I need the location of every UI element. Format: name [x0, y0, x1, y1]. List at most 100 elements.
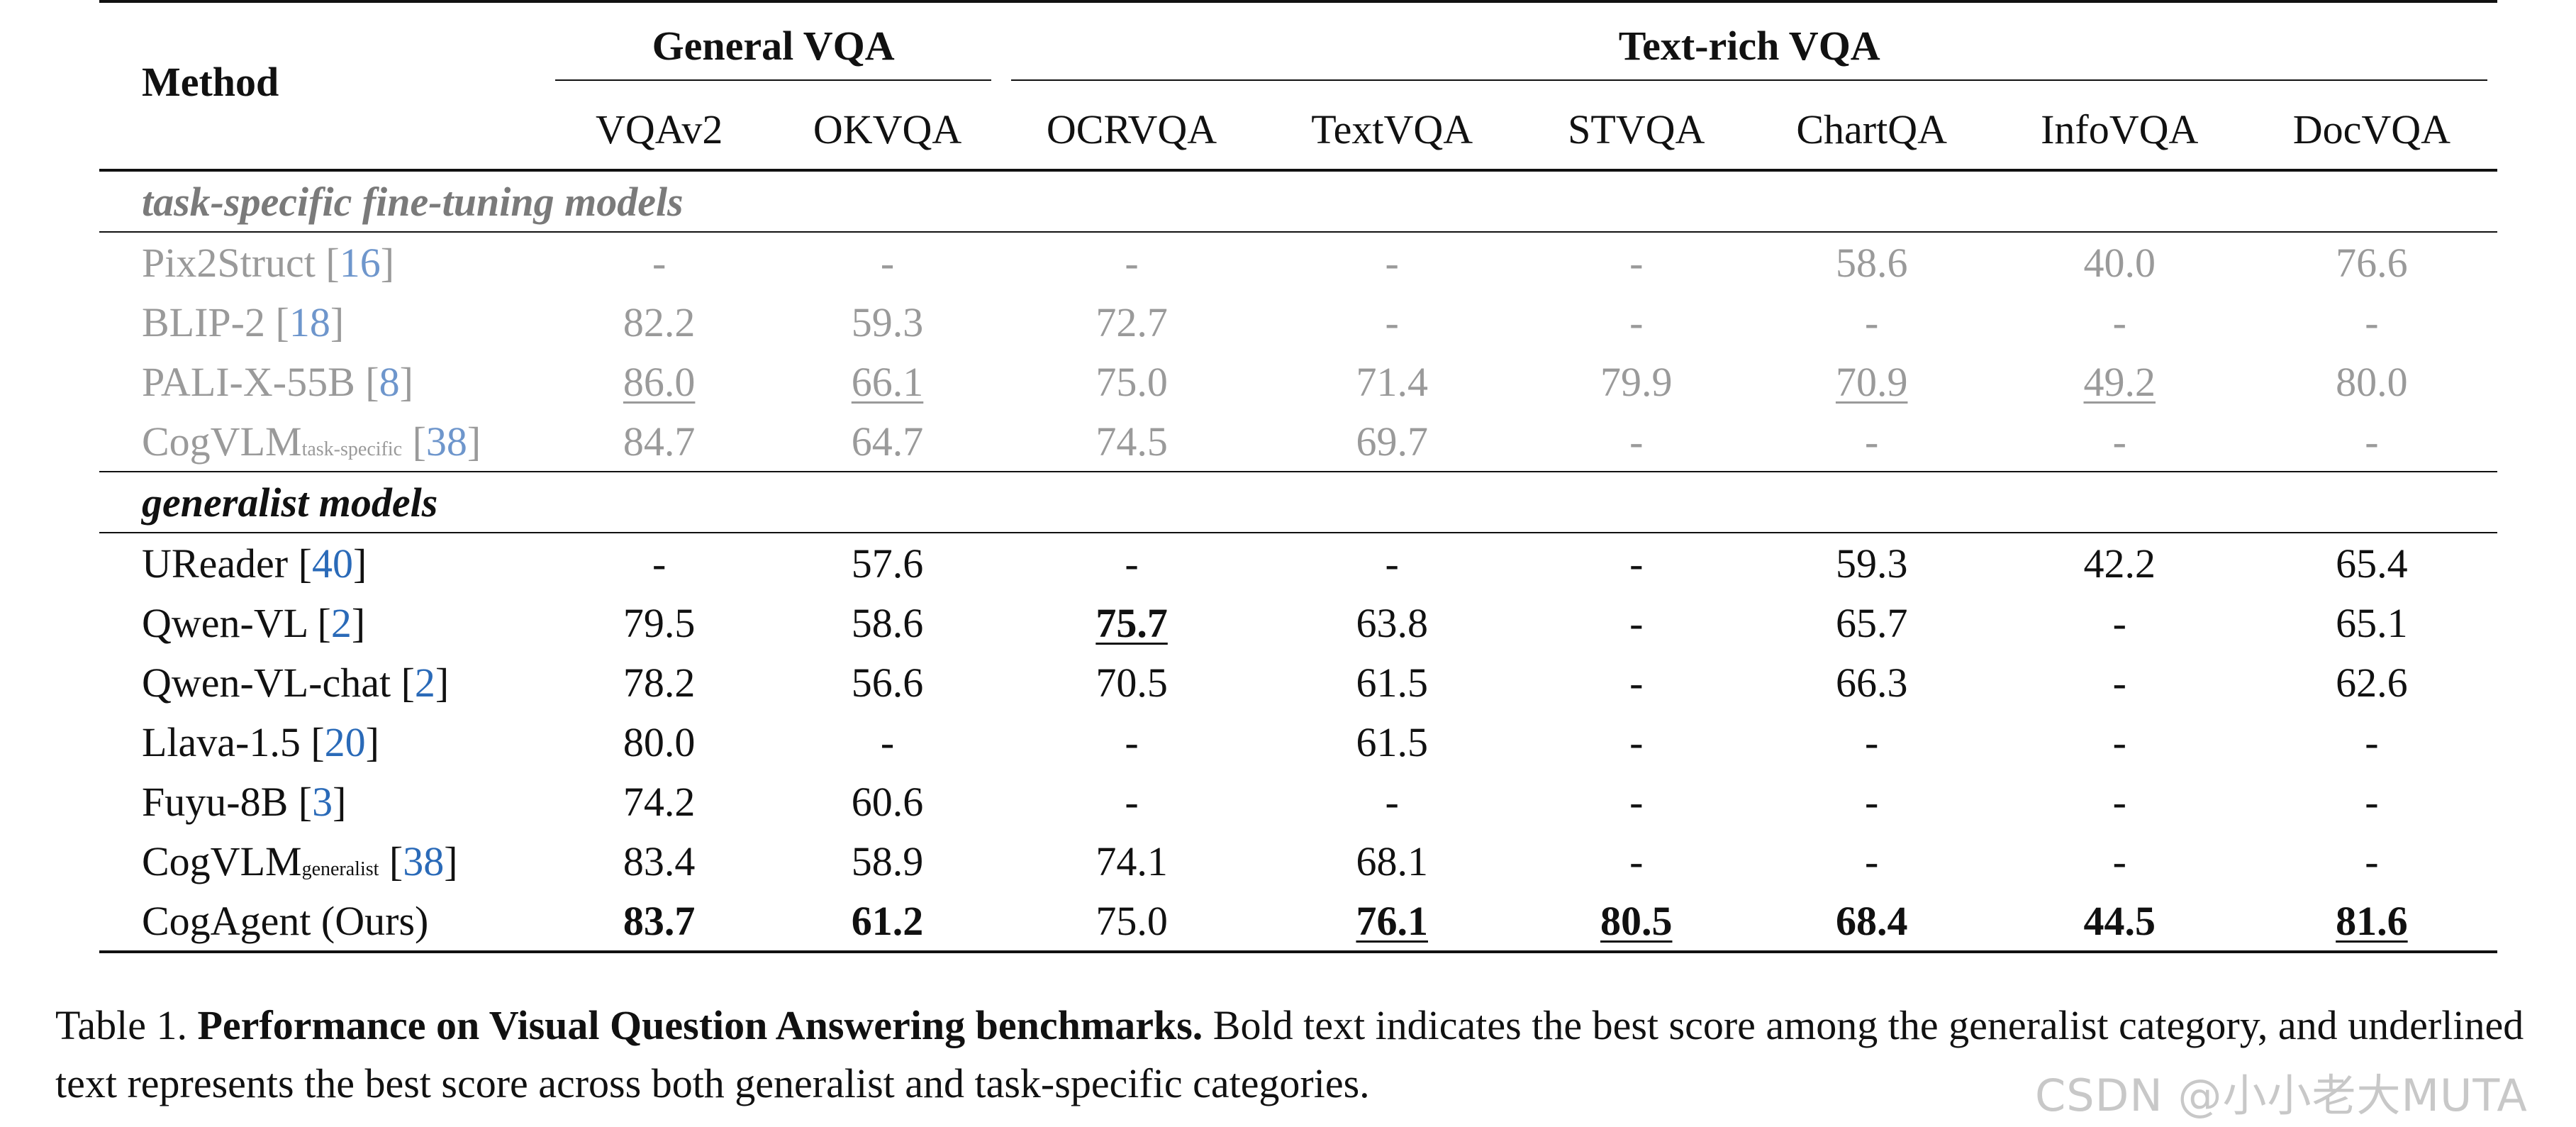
column-header: OCRVQA [1001, 89, 1262, 172]
score-cell: - [1993, 593, 2246, 653]
score-cell: 56.6 [774, 653, 1002, 712]
score-value: - [2365, 418, 2379, 465]
score-value: - [1865, 778, 1879, 825]
column-header: OKVQA [773, 89, 1002, 172]
method-name: Pix2Struct [142, 239, 316, 286]
score-cell: 78.2 [545, 653, 774, 712]
score-cell: 59.3 [774, 292, 1002, 352]
score-value: 86.0 [623, 358, 696, 405]
score-value: - [1385, 239, 1399, 286]
score-value: 78.2 [623, 659, 696, 706]
method-cell: Pix2Struct [16] [142, 239, 395, 286]
score-value: 58.9 [851, 838, 924, 884]
score-cell: 61.5 [1262, 653, 1522, 712]
column-header: ChartQA [1750, 89, 1993, 172]
score-cell: - [1001, 712, 1261, 772]
score-cell: - [1262, 772, 1522, 831]
score-cell: 76.1 [1261, 891, 1522, 953]
citation-link[interactable]: 2 [330, 599, 352, 646]
score-cell: 59.3 [1751, 533, 1993, 593]
score-value: - [880, 239, 895, 286]
score-value: - [1629, 599, 1644, 646]
score-cell: 44.5 [1992, 891, 2246, 953]
method-name: UReader [142, 540, 289, 587]
score-cell: 68.4 [1750, 891, 1993, 953]
score-value: - [1629, 418, 1644, 465]
table-body: task-specific fine-tuning models Pix2Stru… [99, 170, 2497, 953]
score-cell: - [1522, 232, 1751, 292]
score-cell: - [545, 232, 774, 292]
score-value: 60.6 [851, 778, 924, 825]
score-value: 83.7 [623, 897, 696, 944]
citation-link[interactable]: 38 [403, 838, 445, 884]
score-cell: 70.9 [1751, 352, 1993, 411]
table-row: CogAgent (Ours) 83.7 61.2 75.0 76.1 80.5 68.4 4… [99, 891, 2497, 953]
method-cell: Qwen-VL [2] [142, 599, 366, 646]
score-value: - [1629, 718, 1644, 765]
score-value: - [1125, 778, 1139, 825]
score-cell: - [1750, 411, 1993, 472]
method-name: CogVLM [142, 838, 302, 884]
score-cell: 83.7 [545, 891, 774, 953]
score-cell: 83.4 [545, 831, 774, 891]
score-value: 68.4 [1835, 897, 1908, 944]
score-cell: - [1992, 411, 2246, 472]
method-cell: Llava-1.5 [20] [142, 718, 379, 765]
score-cell: 75.0 [1001, 891, 1262, 953]
score-cell: - [2246, 292, 2497, 352]
score-value: - [2112, 599, 2126, 646]
score-value: 75.0 [1095, 897, 1168, 944]
caption-body: Bold text indicates the best score among… [55, 1002, 2524, 1106]
citation-link[interactable]: 18 [289, 299, 330, 345]
score-cell: 65.1 [2246, 593, 2497, 653]
table-row: Qwen-VL-chat [2] 78.2 56.6 70.5 61.5 - 66.3 - 62… [99, 653, 2497, 712]
score-value: 58.6 [851, 599, 924, 646]
score-cell: - [1522, 593, 1751, 653]
score-value: 72.7 [1095, 299, 1168, 345]
score-cell: 75.7 [1001, 593, 1261, 653]
table-row: UReader [40] - 57.6 - - - 59.3 42.2 65.4 [99, 533, 2497, 593]
group-header-text-rich-vqa: Text-rich VQA [1001, 0, 2497, 89]
score-value: - [1385, 540, 1399, 587]
method-cell: CogVLMgeneralist [38] [142, 838, 458, 884]
citation-link[interactable]: 40 [311, 540, 353, 587]
score-cell: 74.5 [1001, 411, 1262, 472]
score-cell: 65.7 [1751, 593, 1993, 653]
score-cell: 69.7 [1261, 411, 1522, 472]
section-label: task-specific fine-tuning models [99, 170, 2497, 233]
score-cell: - [1262, 232, 1522, 292]
score-cell: - [2246, 712, 2497, 772]
group-header-label: Text-rich VQA [1011, 22, 2487, 81]
score-value: 70.9 [1835, 358, 1908, 405]
score-cell: 76.6 [2246, 232, 2497, 292]
citation-link[interactable]: 2 [414, 659, 435, 706]
citation-link[interactable]: 8 [379, 358, 400, 405]
score-cell: - [1993, 653, 2246, 712]
column-header: TextVQA [1261, 89, 1522, 172]
method-column-header: Method [99, 0, 545, 172]
table-row: Qwen-VL [2] 79.5 58.6 75.7 63.8 - 65.7 - 65.1 [99, 593, 2497, 653]
score-value: - [1125, 239, 1139, 286]
score-value: 84.7 [623, 418, 696, 465]
score-value: 56.6 [851, 659, 924, 706]
score-cell: - [1751, 292, 1993, 352]
score-value: 82.2 [623, 299, 696, 345]
score-cell: - [1522, 712, 1751, 772]
citation-link[interactable]: 38 [425, 418, 467, 465]
score-cell: 68.1 [1262, 831, 1522, 891]
score-cell: 63.8 [1262, 593, 1522, 653]
score-cell: - [1522, 292, 1751, 352]
score-value: 74.5 [1095, 418, 1168, 465]
score-cell: - [1522, 411, 1751, 472]
score-cell: 79.5 [545, 593, 774, 653]
table-caption: Table 1. Performance on Visual Question … [55, 996, 2537, 1113]
citation-link[interactable]: 16 [339, 239, 381, 286]
citation-link[interactable]: 20 [324, 718, 366, 765]
score-value: 66.3 [1835, 659, 1908, 706]
citation-link[interactable]: 3 [312, 778, 333, 825]
score-cell: 81.6 [2246, 891, 2497, 953]
table-row: BLIP-2 [18] 82.2 59.3 72.7 - - - - - [99, 292, 2497, 352]
score-value: - [1865, 299, 1879, 345]
method-cell: BLIP-2 [18] [142, 299, 345, 345]
score-cell: - [2246, 831, 2497, 891]
